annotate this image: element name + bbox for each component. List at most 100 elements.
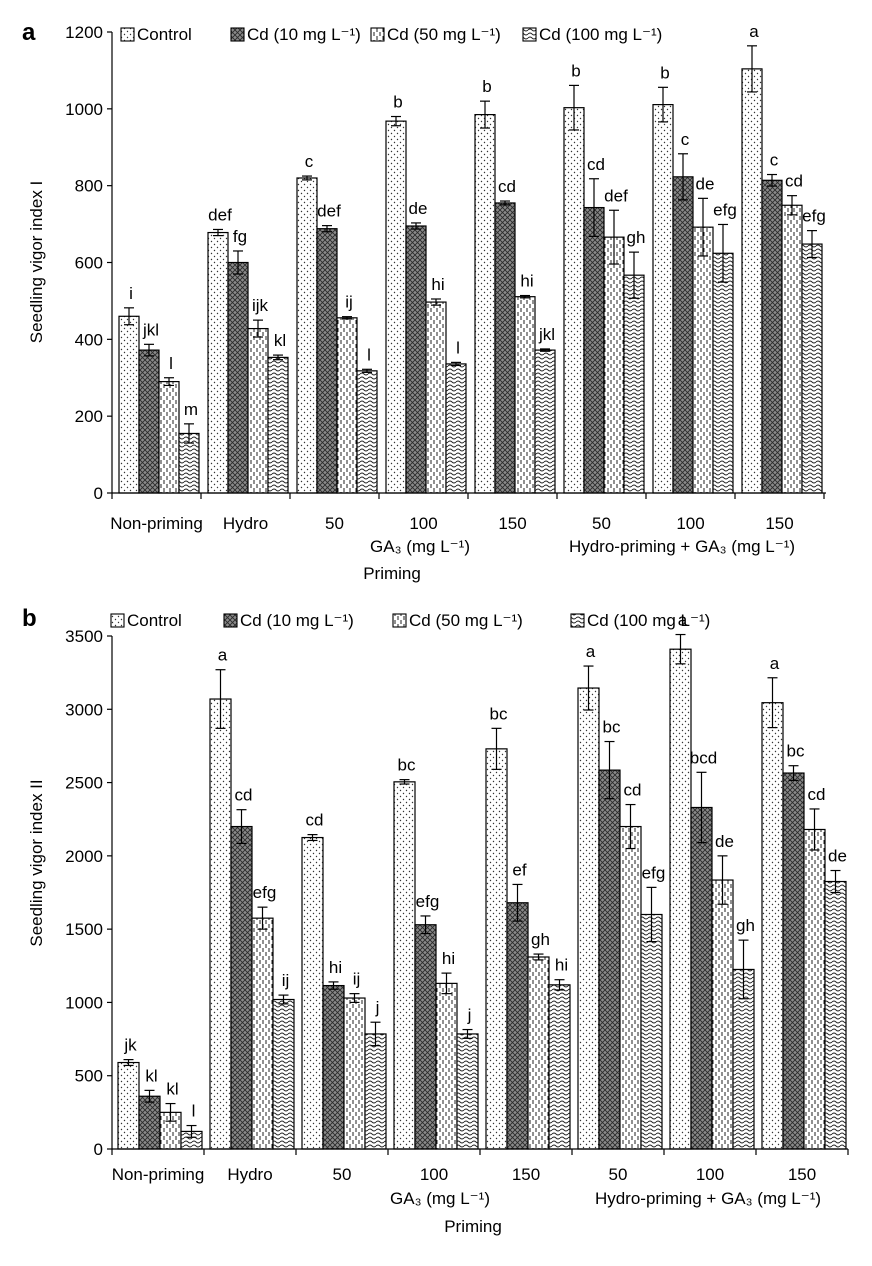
bar-a-s1-c7 [761,179,783,494]
x-tick-label-b-4: 150 [512,1165,540,1184]
bar-b-s0-c1 [209,698,232,1150]
y-tick-label-b-7: 3500 [65,627,103,646]
bar-a-s2-c7 [781,204,803,494]
sig-letter-b-s3-c7: de [828,847,847,866]
bar-b-s2-c6 [711,879,734,1150]
bar-b-s1-c1 [230,825,253,1150]
bar-b-s3-c7 [824,880,847,1150]
y-axis-label-b: Seedling vigor index II [27,779,46,946]
bar-b-s3-c3 [456,1033,479,1150]
bar-a-s3-c5 [623,274,645,494]
sig-letter-a-s0-c5: b [571,61,580,80]
y-axis-b: 0 500 1000 1500 2000 2500 3000 3500 [65,627,113,1159]
sig-letter-b-s2-c4: gh [531,930,550,949]
x-tick-label-a-7: 150 [765,514,793,533]
bar-a-s1-c4 [494,202,516,494]
bar-a-s0-c6 [652,104,674,494]
bar-b-s2-c4 [527,956,550,1150]
legend-swatch-b-1 [223,613,238,628]
bar-b-s2-c3 [435,982,458,1150]
y-tick-label-a-2: 400 [75,330,103,349]
legend-label-a-0: Control [137,25,192,44]
sig-letter-b-s1-c2: hi [329,958,342,977]
sig-letter-b-s3-c6: gh [736,916,755,935]
x-tick-label-b-0: Non-priming [112,1165,205,1184]
x-group-label-a-0: GA₃ (mg L⁻¹) [370,537,470,556]
bar-b-s0-c3 [393,781,416,1150]
legend-swatch-a-3 [522,27,537,42]
bar-b-s0-c0 [117,1061,140,1150]
legend-swatch-b-0 [110,613,125,628]
bar-a-s1-c6 [672,176,694,494]
legend-label-a-3: Cd (100 mg L⁻¹) [539,25,662,44]
bar-b-s2-c2 [343,997,366,1150]
panel-a-label: a [22,19,36,46]
sig-letter-b-s1-c7: bc [787,742,805,761]
sig-letter-a-s2-c7: cd [785,172,803,191]
panel-a: a Control Cd (10 mg L⁻¹) Cd (50 mg L⁻¹) Cd … [22,19,826,583]
bar-b-s0-c6 [669,648,692,1150]
bar-a-s2-c5 [603,236,625,494]
legend-label-b-2: Cd (50 mg L⁻¹) [409,611,523,630]
sig-letter-a-s0-c6: b [660,63,669,82]
sig-letter-a-s3-c0: m [184,400,198,419]
sig-letter-a-s2-c4: hi [520,272,533,291]
bar-a-s3-c4 [534,349,556,494]
y-tick-label-b-4: 2000 [65,847,103,866]
bar-a-s1-c5 [583,206,605,494]
bar-a-s0-c1 [207,231,229,494]
sig-letter-b-s3-c2: j [375,998,380,1017]
y-tick-label-b-3: 1500 [65,920,103,939]
sig-letter-b-s1-c4: ef [512,860,526,879]
y-tick-label-b-5: 2500 [65,774,103,793]
bar-b-s0-c4 [485,748,508,1150]
y-tick-label-a-6: 1200 [65,23,103,42]
sig-letter-a-s2-c3: hi [431,275,444,294]
sig-letter-a-s2-c1: ijk [252,296,269,315]
sig-letter-b-s3-c4: hi [555,956,568,975]
sig-letter-a-s2-c2: ij [345,293,353,312]
legend-swatch-b-2 [392,613,407,628]
sig-letter-b-s2-c1: efg [253,883,277,902]
bar-b-s1-c2 [322,984,345,1150]
bar-a-s0-c2 [296,177,318,494]
bar-a-s0-c5 [563,107,585,494]
bar-b-s1-c3 [414,924,437,1150]
bar-b-s0-c2 [301,836,324,1150]
x-tick-label-b-7: 150 [788,1165,816,1184]
sig-letter-a-s1-c0: jkl [142,320,159,339]
bar-a-s2-c6 [692,226,714,494]
legend-b: Control Cd (10 mg L⁻¹) Cd (50 mg L⁻¹) Cd (1… [110,611,710,630]
y-tick-label-a-3: 600 [75,254,103,273]
x-axis-title-a: Priming [363,564,421,583]
bar-b-s3-c5 [640,913,663,1150]
sig-letter-b-s0-c7: a [770,654,780,673]
sig-letter-b-s1-c0: kl [145,1066,157,1085]
sig-letter-a-s3-c7: efg [802,207,826,226]
y-tick-label-b-6: 3000 [65,700,103,719]
sig-letter-b-s2-c3: hi [442,949,455,968]
sig-letter-a-s1-c2: def [317,202,341,221]
legend-swatch-a-2 [370,27,385,42]
bar-b-s1-c7 [782,772,805,1150]
sig-letter-b-s1-c5: bc [603,718,621,737]
sig-letter-b-s1-c3: efg [416,892,440,911]
legend-swatch-a-1 [230,27,245,42]
x-tick-label-a-4: 150 [498,514,526,533]
x-tick-label-b-3: 100 [420,1165,448,1184]
legend-label-a-2: Cd (50 mg L⁻¹) [387,25,501,44]
sig-letter-a-s3-c6: efg [713,200,737,219]
bar-a-s2-c4 [514,296,536,494]
bar-b-s2-c5 [619,825,642,1150]
bar-b-s3-c4 [548,984,571,1150]
x-axis-a: Non-priming Hydro 50 100 150 50 100 150 GA₃ (mg … [110,492,826,556]
y-tick-label-b-1: 500 [75,1067,103,1086]
bar-a-s1-c1 [227,261,249,494]
sig-letter-b-s0-c3: bc [398,756,416,775]
sig-letter-a-s2-c6: de [696,174,715,193]
sig-letter-a-s0-c0: i [129,284,133,303]
bar-a-s3-c7 [801,243,823,494]
sig-letter-b-s3-c3: j [467,1006,472,1025]
x-tick-label-a-2: 50 [325,514,344,533]
